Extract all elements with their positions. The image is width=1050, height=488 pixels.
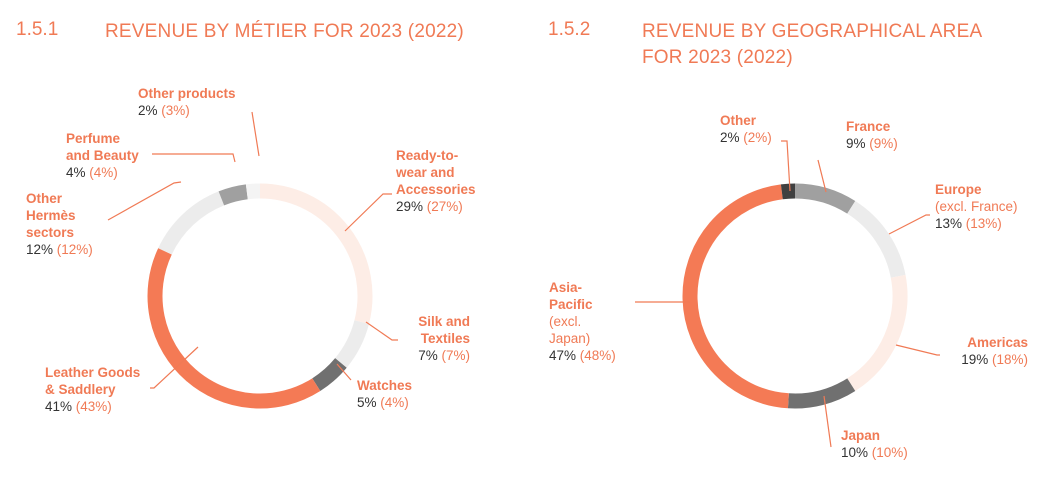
- label-name: and Beauty: [66, 148, 139, 163]
- label-name: Leather Goods: [45, 365, 141, 380]
- label-name: France: [846, 119, 891, 134]
- label-previous: (4%): [380, 395, 409, 410]
- donut-slice-france: [794, 183, 856, 214]
- label-name: Watches: [357, 378, 413, 393]
- label-current: 12%: [26, 242, 54, 257]
- label-subtitle: (excl. France): [935, 199, 1018, 214]
- chart-title: REVENUE BY MÉTIER FOR 2023 (2022): [105, 21, 464, 42]
- leader-line: [344, 193, 392, 232]
- label-name: Other: [26, 191, 63, 206]
- label-name: Japan: [841, 428, 881, 443]
- label-previous: (10%): [871, 445, 908, 460]
- label-previous: (13%): [965, 216, 1002, 231]
- donut-slice-asia-pacific-excl-japan-: [682, 184, 789, 409]
- label-current: 5%: [357, 395, 377, 410]
- label-current: 47%: [549, 348, 577, 363]
- label-current: 2%: [138, 103, 158, 118]
- leader-line: [781, 140, 791, 192]
- leader-line: [336, 363, 352, 381]
- leader-line: [251, 111, 260, 157]
- donut-slice-americas: [847, 274, 908, 391]
- label-previous: (3%): [161, 103, 190, 118]
- leader-line: [823, 395, 832, 448]
- label-name: Americas: [967, 335, 1028, 350]
- leader-line: [152, 153, 236, 163]
- label-perfume-beauty: Perfume and Beauty 4% (4%): [66, 130, 139, 181]
- label-current: 19%: [961, 352, 989, 367]
- chart-title-line: REVENUE BY GEOGRAPHICAL AREA: [642, 21, 983, 42]
- geography-donut-chart: [635, 140, 940, 448]
- label-other: Other 2% (2%): [720, 112, 772, 146]
- label-current: 41%: [45, 399, 73, 414]
- chart-number: 1.5.1: [16, 19, 59, 40]
- donut-slice-watches: [312, 357, 347, 391]
- label-name: sectors: [26, 225, 75, 240]
- label-france: France 9% (9%): [846, 118, 898, 152]
- label-previous: (2%): [743, 130, 772, 145]
- label-current: 9%: [846, 136, 866, 151]
- chart-title-line: FOR 2023 (2022): [642, 47, 793, 68]
- label-japan: Japan 10% (10%): [841, 427, 908, 461]
- label-name: Silk and: [418, 314, 470, 329]
- label-americas: Americas 19% (18%): [930, 334, 1028, 368]
- label-current: 4%: [66, 165, 86, 180]
- label-previous: (48%): [579, 348, 616, 363]
- label-name: Other: [720, 113, 757, 128]
- label-current: 7%: [418, 348, 438, 363]
- label-name: Other products: [138, 86, 236, 101]
- label-name: Pacific: [549, 297, 593, 312]
- donut-slice-other: [780, 183, 796, 200]
- label-previous: (18%): [991, 352, 1028, 367]
- label-name: Hermès: [26, 208, 76, 223]
- donut-slice-other-herm-s-sectors: [158, 191, 225, 255]
- label-previous: (9%): [869, 136, 898, 151]
- label-subtitle: Japan): [549, 331, 591, 346]
- label-ready-to-wear: Ready-to- wear and Accessories 29% (27%): [396, 147, 476, 215]
- label-asia-pacific: Asia- Pacific (excl. Japan) 47% (48%): [549, 279, 616, 364]
- donut-slice-other-products: [245, 183, 261, 200]
- label-silk-textiles: Silk and Textiles 7% (7%): [380, 313, 470, 364]
- label-current: 29%: [396, 199, 424, 214]
- label-name: Perfume: [66, 131, 121, 146]
- label-name: & Saddlery: [45, 382, 116, 397]
- label-current: 13%: [935, 216, 963, 231]
- label-other-hermes-sectors: Other Hermès sectors 12% (12%): [26, 190, 93, 258]
- metier-donut-chart: [107, 111, 398, 409]
- label-subtitle: (excl.: [549, 314, 582, 329]
- donut-slice-silk-and-textiles: [334, 320, 369, 368]
- donut-slice-japan: [787, 378, 856, 409]
- chart-title: REVENUE BY GEOGRAPHICAL AREA FOR 2023 (2…: [642, 19, 982, 71]
- label-current: 2%: [720, 130, 740, 145]
- geography-chart-panel: 1.5.2 REVENUE BY GEOGRAPHICAL AREA FOR 2…: [525, 0, 1050, 488]
- label-previous: (7%): [441, 348, 470, 363]
- donut-slice-ready-to-wear-and-accessories: [259, 183, 373, 324]
- metier-chart-panel: 1.5.1 REVENUE BY MÉTIER FOR 2023 (2022) …: [16, 19, 476, 415]
- label-name: Textiles: [420, 331, 470, 346]
- leader-line: [817, 159, 827, 193]
- label-name: Europe: [935, 182, 982, 197]
- label-current: 10%: [841, 445, 869, 460]
- label-previous: (43%): [75, 399, 112, 414]
- label-name: Ready-to-: [396, 148, 459, 163]
- chart-number: 1.5.2: [548, 19, 591, 40]
- label-other-products: Other products 2% (3%): [138, 85, 236, 119]
- leader-line: [895, 344, 940, 356]
- leader-line: [888, 214, 930, 235]
- label-name: Asia-: [549, 280, 583, 295]
- label-previous: (12%): [56, 242, 93, 257]
- label-previous: (4%): [89, 165, 118, 180]
- label-previous: (27%): [426, 199, 463, 214]
- label-leather-goods: Leather Goods & Saddlery 41% (43%): [45, 364, 140, 415]
- donut-slice-europe-excl-france-: [847, 201, 906, 278]
- donut-slice-perfume-and-beauty: [218, 184, 248, 206]
- donut-slice-leather-goods-saddlery: [147, 248, 321, 409]
- leader-line: [150, 346, 199, 389]
- label-name: Accessories: [396, 182, 476, 197]
- label-europe: Europe (excl. France) 13% (13%): [935, 181, 1018, 232]
- label-watches: Watches 5% (4%): [357, 377, 412, 411]
- leader-line: [365, 321, 398, 341]
- leader-line: [107, 181, 182, 221]
- label-name: wear and: [396, 165, 455, 180]
